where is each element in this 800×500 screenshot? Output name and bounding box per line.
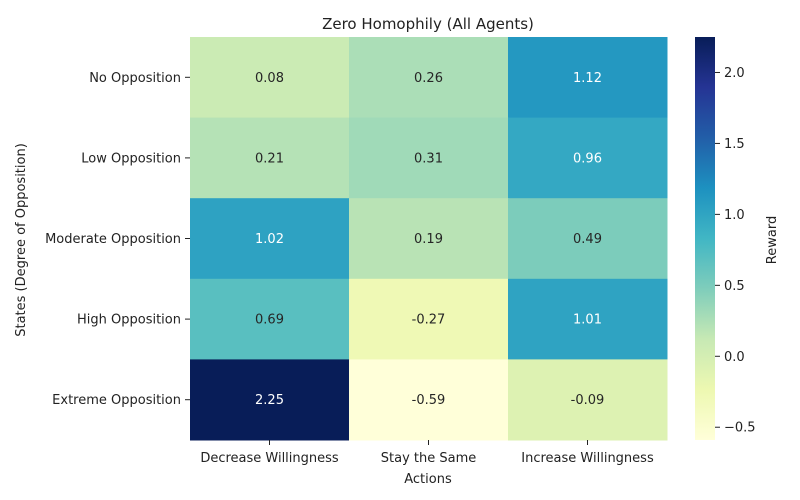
x-axis-label: Actions (404, 472, 452, 487)
cell-value-label: 1.01 (573, 313, 602, 328)
cell-value-label: 0.08 (255, 71, 284, 86)
heatmap-cell (190, 359, 350, 441)
heatmap-cell (349, 198, 509, 280)
cell-value-label: 0.19 (414, 232, 443, 247)
colorbar-tick-label: 1.0 (724, 208, 745, 223)
heatmap-cell (508, 359, 668, 441)
y-axis: No Opposition Low Opposition Moderate Oppo… (45, 71, 190, 408)
colorbar-tick-label: 1.5 (724, 137, 745, 152)
heatmap-cell (349, 117, 509, 199)
cell-value-label: 1.12 (573, 71, 602, 86)
heatmap-cell (349, 359, 509, 441)
heatmap-cells (190, 37, 668, 441)
x-tick-label: Stay the Same (381, 451, 477, 466)
cell-value-label: -0.09 (571, 393, 605, 408)
y-tick-label: Extreme Opposition (52, 393, 181, 408)
y-axis-label: States (Degree of Opposition) (14, 143, 29, 337)
cell-value-label: -0.59 (412, 393, 446, 408)
heatmap-cell (349, 37, 509, 119)
cell-value-label: 0.96 (573, 151, 602, 166)
colorbar-tick-label: 2.0 (724, 66, 745, 81)
y-tick-label: No Opposition (89, 71, 181, 86)
heatmap-cell (508, 37, 668, 119)
cell-value-label: 1.02 (255, 232, 284, 247)
chart-title: Zero Homophily (All Agents) (322, 15, 534, 33)
y-tick-label: High Opposition (77, 313, 181, 328)
cell-value-label: 0.26 (414, 71, 443, 86)
colorbar-tick-label: 0.0 (724, 350, 745, 365)
cell-value-label: 0.21 (255, 151, 284, 166)
x-tick-label: Increase Willingness (521, 451, 654, 466)
colorbar-tick-label: 0.5 (724, 279, 745, 294)
heatmap-cell (190, 37, 350, 119)
x-axis: Decrease Willingness Stay the Same Increas… (200, 440, 654, 466)
colorbar: −0.5 0.0 0.5 1.0 1.5 2.0 (695, 37, 756, 440)
cell-value-label: 0.69 (255, 313, 284, 328)
cell-value-label: -0.27 (412, 313, 446, 328)
heatmap-cell (508, 198, 668, 280)
heatmap-cell (349, 278, 509, 360)
y-tick-label: Moderate Opposition (45, 232, 181, 247)
x-tick-label: Decrease Willingness (200, 451, 339, 466)
colorbar-gradient (695, 37, 715, 440)
cell-value-label: 0.49 (573, 232, 602, 247)
colorbar-label: Reward (765, 216, 780, 264)
heatmap-cell (190, 117, 350, 199)
heatmap-cell (508, 117, 668, 199)
cell-value-label: 2.25 (255, 393, 284, 408)
colorbar-tick-label: −0.5 (724, 421, 756, 436)
heatmap-cell (190, 198, 350, 280)
heatmap-cell-labels: 0.08 0.26 1.12 0.21 0.31 0.96 1.02 0.19 0.49 0.69… (255, 71, 604, 408)
y-tick-label: Low Opposition (81, 151, 181, 166)
cell-value-label: 0.31 (414, 151, 443, 166)
heatmap-cell (508, 278, 668, 360)
heatmap-cell (190, 278, 350, 360)
